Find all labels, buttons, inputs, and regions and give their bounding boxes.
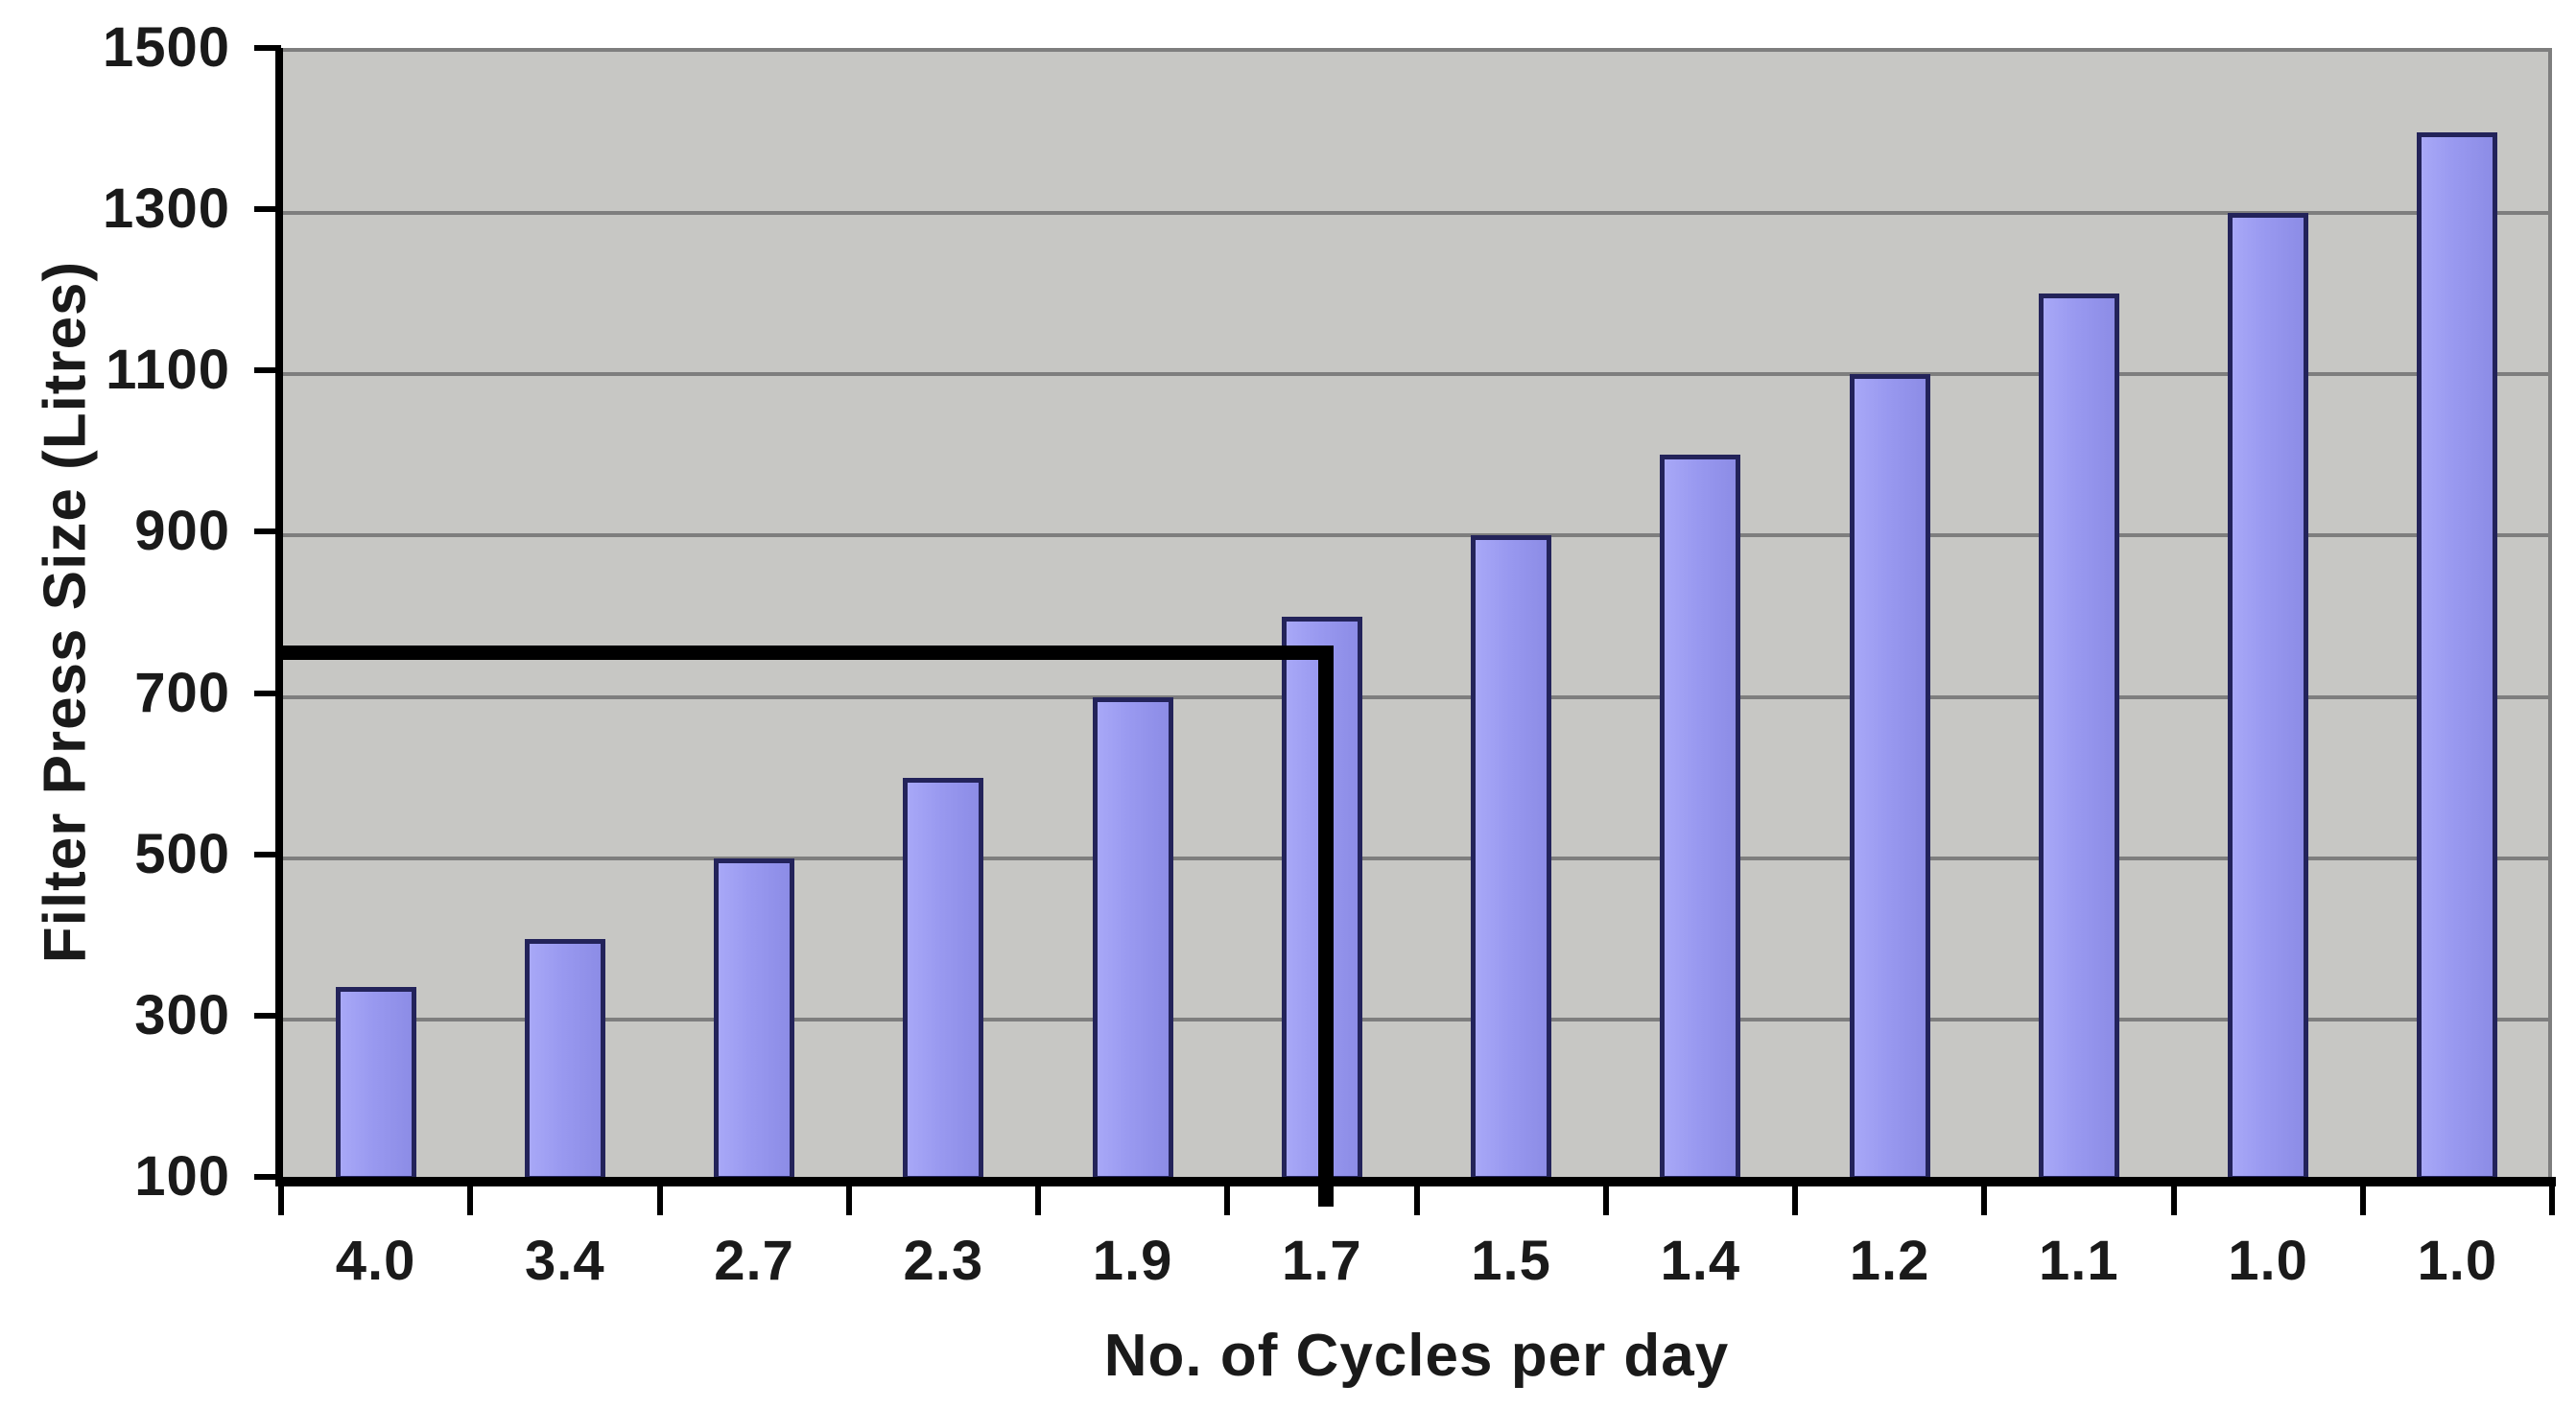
gridline-700 [281, 694, 2548, 699]
bar-1.0-cycles [2228, 213, 2309, 1181]
gridline-900 [281, 533, 2548, 538]
x-tick-2 [656, 1177, 663, 1215]
y-tick-label-300: 300 [134, 983, 230, 1046]
crosshair-horizontal-line [281, 646, 1334, 661]
x-tick-label-3: 2.3 [903, 1230, 984, 1292]
x-tick-12 [2549, 1177, 2555, 1215]
gridline-500 [281, 856, 2548, 860]
y-tick-1300 [254, 206, 281, 213]
x-tick-label-2: 2.7 [714, 1230, 794, 1292]
gridline-1300 [281, 211, 2548, 216]
x-tick-10 [2170, 1177, 2177, 1215]
x-tick-label-7: 1.4 [1660, 1230, 1741, 1292]
bar-1.9-cycles [1092, 696, 1173, 1181]
x-tick-11 [2359, 1177, 2366, 1215]
gridline-300 [281, 1017, 2548, 1022]
y-tick-1100 [254, 367, 281, 374]
y-tick-900 [254, 528, 281, 535]
y-tick-1500 [254, 45, 281, 51]
bar-1.2-cycles [1849, 374, 1930, 1181]
y-tick-label-100: 100 [134, 1145, 230, 1208]
bar-3.4-cycles [524, 938, 605, 1181]
y-axis-title: Filter Press Size (Litres) [32, 260, 99, 964]
x-tick-label-8: 1.2 [1849, 1230, 1930, 1292]
x-tick-8 [1792, 1177, 1798, 1215]
plot-area [281, 48, 2552, 1181]
y-tick-label-700: 700 [134, 661, 230, 724]
x-axis-title: No. of Cycles per day [1103, 1323, 1730, 1389]
y-tick-label-1300: 1300 [102, 177, 230, 241]
x-tick-label-6: 1.5 [1471, 1230, 1551, 1292]
x-tick-label-11: 1.0 [2417, 1230, 2498, 1292]
y-tick-label-1100: 1100 [106, 339, 230, 402]
y-tick-label-900: 900 [134, 500, 230, 563]
x-tick-label-1: 3.4 [525, 1230, 605, 1292]
y-tick-500 [254, 851, 281, 857]
bar-1.5-cycles [1471, 535, 1552, 1181]
x-tick-0 [278, 1177, 284, 1215]
y-tick-label-500: 500 [134, 822, 230, 885]
x-tick-label-5: 1.7 [1282, 1230, 1362, 1292]
x-tick-label-0: 4.0 [335, 1230, 416, 1292]
x-tick-label-10: 1.0 [2228, 1230, 2308, 1292]
x-tick-1 [467, 1177, 474, 1215]
y-tick-700 [254, 690, 281, 696]
y-tick-100 [254, 1174, 281, 1180]
bar-2.3-cycles [903, 777, 984, 1181]
crosshair-vertical-line [1317, 646, 1334, 1207]
bar-1.4-cycles [1660, 455, 1741, 1181]
x-tick-7 [1602, 1177, 1609, 1215]
bar-4.0-cycles [335, 987, 416, 1181]
x-tick-4 [1035, 1177, 1041, 1215]
x-tick-label-4: 1.9 [1092, 1230, 1173, 1292]
gridline-1100 [281, 372, 2548, 377]
bar-2.7-cycles [714, 857, 795, 1181]
y-axis-line [275, 48, 283, 1186]
bar-1.1-cycles [2038, 294, 2119, 1181]
x-tick-6 [1413, 1177, 1420, 1215]
bar-1.0-cycles [2417, 132, 2498, 1181]
y-tick-300 [254, 1012, 281, 1019]
x-tick-5 [1224, 1177, 1231, 1215]
x-tick-3 [845, 1177, 852, 1215]
x-tick-label-9: 1.1 [2039, 1230, 2119, 1292]
x-tick-9 [1981, 1177, 1988, 1215]
y-tick-label-1500: 1500 [102, 16, 230, 79]
